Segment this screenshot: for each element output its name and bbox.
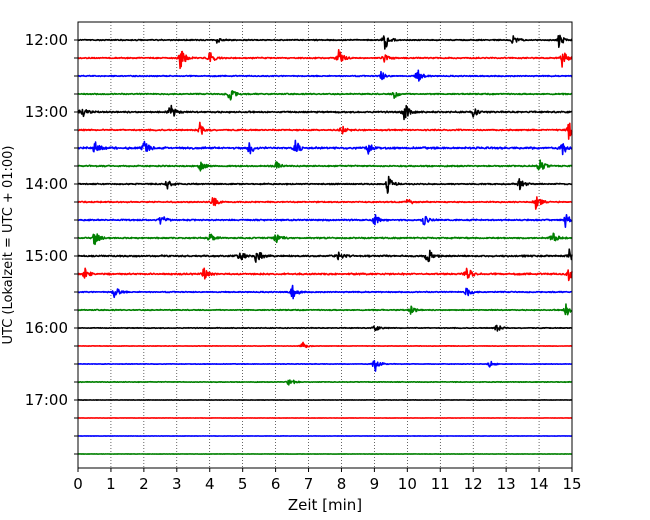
x-tick-label: 11 bbox=[431, 475, 450, 493]
x-tick-label: 7 bbox=[304, 475, 314, 493]
x-tick-label: 6 bbox=[271, 475, 281, 493]
trace-line bbox=[77, 90, 573, 101]
x-tick-label: 12 bbox=[464, 475, 483, 493]
trace-line bbox=[77, 104, 573, 121]
y-axis: 12:00 13:00 14:00 15:00 16:00 17:00 bbox=[25, 31, 78, 455]
trace-line bbox=[77, 232, 573, 246]
x-tick-label: 9 bbox=[370, 475, 380, 493]
x-tick-label: 2 bbox=[139, 475, 149, 493]
trace-line bbox=[77, 196, 573, 210]
y-tick-label: 15:00 bbox=[25, 247, 68, 265]
trace-line bbox=[77, 341, 573, 349]
trace-line bbox=[77, 379, 573, 386]
trace-line bbox=[77, 175, 573, 194]
x-tick-label: 13 bbox=[497, 475, 516, 493]
trace-line bbox=[77, 139, 573, 156]
y-tick-label: 12:00 bbox=[25, 31, 68, 49]
x-tick-label: 1 bbox=[106, 475, 116, 493]
x-tick-label: 5 bbox=[238, 475, 248, 493]
x-axis: 0 1 2 3 4 5 6 7 8 9 10 11 12 13 14 15 bbox=[73, 468, 582, 493]
trace-line bbox=[77, 267, 573, 282]
trace-line bbox=[77, 284, 573, 300]
trace-line bbox=[77, 159, 573, 172]
y-axis-label: UTC (Lokalzeit = UTC + 01:00) bbox=[1, 146, 16, 345]
plot-frame bbox=[77, 21, 573, 469]
trace-line bbox=[77, 303, 573, 316]
trace-line bbox=[77, 34, 573, 50]
x-axis-label: Zeit [min] bbox=[288, 496, 362, 514]
trace-line bbox=[77, 69, 573, 82]
trace-line bbox=[77, 248, 573, 263]
y-tick-label: 16:00 bbox=[25, 319, 68, 337]
y-tick-label: 13:00 bbox=[25, 103, 68, 121]
x-tick-label: 4 bbox=[205, 475, 215, 493]
y-tick-label: 17:00 bbox=[25, 391, 68, 409]
x-tick-label: 15 bbox=[562, 475, 581, 493]
x-tick-label: 14 bbox=[530, 475, 549, 493]
x-tick-label: 10 bbox=[398, 475, 417, 493]
x-tick-label: 3 bbox=[172, 475, 182, 493]
x-tick-label: 8 bbox=[337, 475, 347, 493]
grid-lines bbox=[110, 22, 540, 468]
plot-background bbox=[78, 22, 572, 468]
trace-line bbox=[77, 121, 573, 140]
trace-line bbox=[77, 359, 573, 372]
trace-line bbox=[77, 324, 573, 332]
seismic-traces bbox=[77, 34, 573, 455]
trace-line bbox=[77, 213, 573, 228]
x-tick-label: 0 bbox=[73, 475, 83, 493]
trace-line bbox=[77, 48, 573, 70]
y-tick-label: 14:00 bbox=[25, 175, 68, 193]
